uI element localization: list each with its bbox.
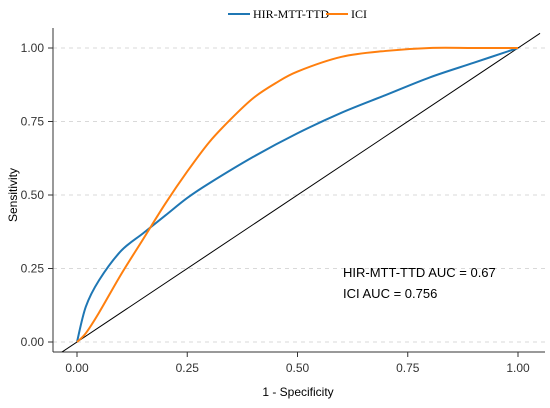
x-axis-ticks: 0.00 0.25 0.50 0.75 1.00 bbox=[65, 352, 530, 375]
annotation-auc-ici: ICI AUC = 0.756 bbox=[343, 286, 437, 301]
axes bbox=[52, 28, 545, 353]
reference-diagonal-line bbox=[61, 32, 541, 352]
x-tick-label: 0.50 bbox=[286, 361, 310, 375]
legend-label-ici: ICI bbox=[351, 7, 367, 21]
grid-lines bbox=[53, 47, 545, 343]
annotation-auc-hir-mtt-ttd: HIR-MTT-TTD AUC = 0.67 bbox=[343, 265, 496, 280]
y-axis-title: Sensitivity bbox=[6, 168, 20, 222]
x-tick-label: 1.00 bbox=[506, 361, 530, 375]
y-tick-label: 0.00 bbox=[21, 335, 45, 349]
x-tick-label: 0.00 bbox=[65, 361, 89, 375]
y-tick-label: 0.25 bbox=[21, 262, 45, 276]
y-tick-label: 0.50 bbox=[21, 188, 45, 202]
x-tick-label: 0.75 bbox=[396, 361, 420, 375]
y-tick-label: 0.75 bbox=[21, 115, 45, 129]
x-axis-title: 1 - Specificity bbox=[262, 385, 333, 399]
legend: HIR-MTT-TTD ICI bbox=[228, 7, 367, 21]
x-tick-label: 0.25 bbox=[176, 361, 200, 375]
series-line-ici bbox=[76, 46, 518, 343]
y-tick-label: 1.00 bbox=[21, 41, 45, 55]
reference-line-group bbox=[61, 32, 541, 352]
series-line-hir-mtt-ttd bbox=[76, 47, 519, 343]
series-group bbox=[76, 46, 519, 343]
legend-label-hir-mtt-ttd: HIR-MTT-TTD bbox=[253, 7, 330, 21]
y-axis-ticks: 0.00 0.25 0.50 0.75 1.00 bbox=[21, 41, 53, 349]
